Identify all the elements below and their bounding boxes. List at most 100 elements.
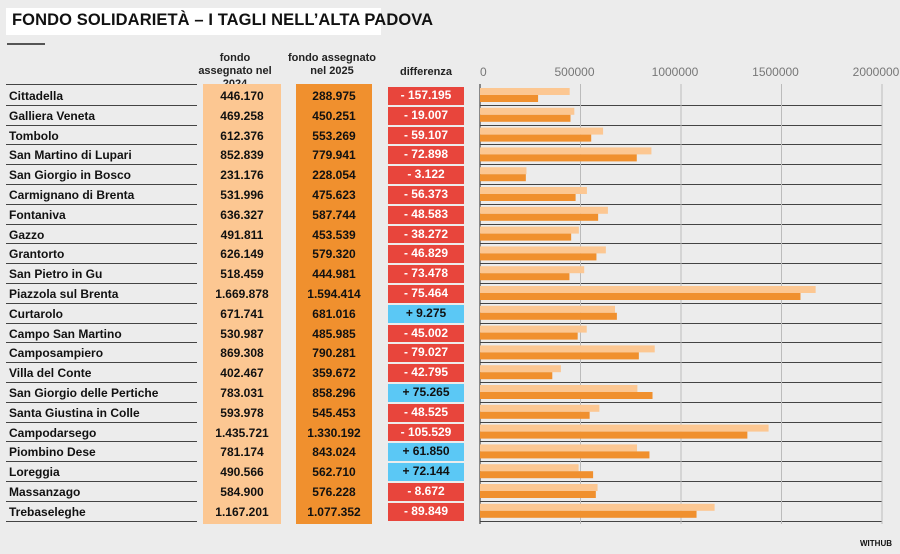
municipality-name: Cittadella xyxy=(9,89,64,103)
difference-negative: - 105.529 xyxy=(388,423,464,442)
value-2024: 636.327 xyxy=(220,207,264,222)
difference-negative: - 3.122 xyxy=(388,166,464,184)
value-2024: 671.741 xyxy=(220,306,264,321)
bar-2025 xyxy=(480,352,639,360)
value-2025: 545.453 xyxy=(312,405,356,420)
row-divider xyxy=(6,164,197,165)
bar-2025 xyxy=(480,392,653,399)
row-divider xyxy=(6,402,197,403)
bar-2025 xyxy=(480,95,539,102)
bar-2025 xyxy=(480,233,572,241)
bar-2024 xyxy=(480,464,579,472)
bar-2025 xyxy=(480,253,597,261)
row-divider xyxy=(6,441,197,442)
row-divider xyxy=(6,125,197,126)
value-2025: 453.539 xyxy=(312,227,356,242)
difference-negative: - 157.195 xyxy=(388,87,464,105)
difference-positive: + 72.144 xyxy=(388,463,464,481)
municipality-name: Campo San Martino xyxy=(9,326,122,341)
bar-2024 xyxy=(480,424,769,432)
difference-positive: + 61.850 xyxy=(388,443,464,462)
difference-negative: - 19.007 xyxy=(388,106,464,125)
header-differenza: differenza xyxy=(400,66,452,78)
value-2024: 852.839 xyxy=(220,148,264,163)
bar-2025 xyxy=(480,372,553,380)
municipality-name: San Giorgio delle Pertiche xyxy=(9,386,159,400)
value-2024: 530.987 xyxy=(220,326,264,341)
value-2025: 1.330.192 xyxy=(307,425,361,440)
difference-negative: - 48.525 xyxy=(388,403,464,422)
bar-2024 xyxy=(480,226,579,234)
bar-2024 xyxy=(480,385,638,392)
difference-negative: - 45.002 xyxy=(388,324,464,343)
value-2024: 612.376 xyxy=(220,128,264,143)
bar-2024 xyxy=(480,88,570,95)
municipality-name: Piazzola sul Brenta xyxy=(9,287,119,301)
value-2025: 553.269 xyxy=(312,128,356,143)
value-2025: 1.077.352 xyxy=(307,504,361,519)
row-divider xyxy=(6,184,197,185)
row-divider xyxy=(6,303,197,304)
difference-negative: - 73.478 xyxy=(388,265,464,283)
municipality-name: San Giorgio in Bosco xyxy=(9,168,132,183)
row-divider xyxy=(6,382,197,383)
difference-negative: - 59.107 xyxy=(388,126,464,145)
value-2025: 681.016 xyxy=(312,306,356,321)
row-divider xyxy=(6,105,197,106)
value-2025: 228.054 xyxy=(312,168,356,183)
value-2025: 485.985 xyxy=(312,326,356,341)
bar-2024 xyxy=(480,246,606,254)
bar-2025 xyxy=(480,213,599,221)
bar-2024 xyxy=(480,266,585,274)
row-divider xyxy=(6,501,197,502)
row-divider xyxy=(6,461,197,462)
municipality-name: Carmignano di Brenta xyxy=(9,188,135,202)
row-divider xyxy=(6,283,197,284)
bar-2025 xyxy=(480,114,571,122)
bar-2025 xyxy=(480,332,578,340)
difference-negative: - 38.272 xyxy=(388,225,464,244)
bar-2025 xyxy=(480,491,596,498)
value-2025: 450.251 xyxy=(312,108,356,123)
difference-positive: + 75.265 xyxy=(388,384,464,402)
row-divider xyxy=(6,422,197,423)
bar-2025 xyxy=(480,312,617,320)
value-2025: 444.981 xyxy=(312,267,356,282)
value-2025: 475.623 xyxy=(312,188,356,202)
municipality-name: Galliera Veneta xyxy=(9,108,96,123)
header-divider xyxy=(6,84,197,85)
difference-negative: - 42.795 xyxy=(388,364,464,382)
value-2024: 626.149 xyxy=(220,247,264,262)
municipality-name: Curtarolo xyxy=(9,306,63,321)
value-2025: 858.296 xyxy=(312,386,356,400)
bar-2024 xyxy=(480,404,600,412)
bar-2024 xyxy=(480,147,652,155)
x-tick-label: 2000000 xyxy=(853,65,900,79)
bar-2025 xyxy=(480,134,592,142)
municipality-name: Grantorto xyxy=(9,247,65,262)
municipality-name: Gazzo xyxy=(9,227,45,242)
value-2024: 1.669.878 xyxy=(215,287,269,301)
municipality-name: Villa del Conte xyxy=(9,366,92,381)
title-box xyxy=(6,8,381,35)
bar-2025 xyxy=(480,154,637,162)
municipality-name: Fontaniva xyxy=(9,207,66,222)
bar-2025 xyxy=(480,411,590,419)
bar-2024 xyxy=(480,325,587,333)
value-2024: 869.308 xyxy=(220,346,264,361)
difference-negative: - 75.464 xyxy=(388,285,464,303)
value-2024: 518.459 xyxy=(220,267,264,282)
row-divider xyxy=(6,204,197,205)
column-2024-background xyxy=(203,84,281,524)
value-2024: 491.811 xyxy=(220,227,264,242)
value-2024: 783.031 xyxy=(220,386,264,400)
value-2024: 1.435.721 xyxy=(215,425,269,440)
bar-2024 xyxy=(480,206,608,214)
difference-negative: - 72.898 xyxy=(388,146,464,165)
difference-positive: + 9.275 xyxy=(388,304,464,323)
value-2024: 490.566 xyxy=(220,465,264,480)
value-2025: 359.672 xyxy=(312,366,356,381)
value-2024: 531.996 xyxy=(220,188,264,202)
title-underline xyxy=(7,43,45,45)
value-2024: 231.176 xyxy=(220,168,264,183)
